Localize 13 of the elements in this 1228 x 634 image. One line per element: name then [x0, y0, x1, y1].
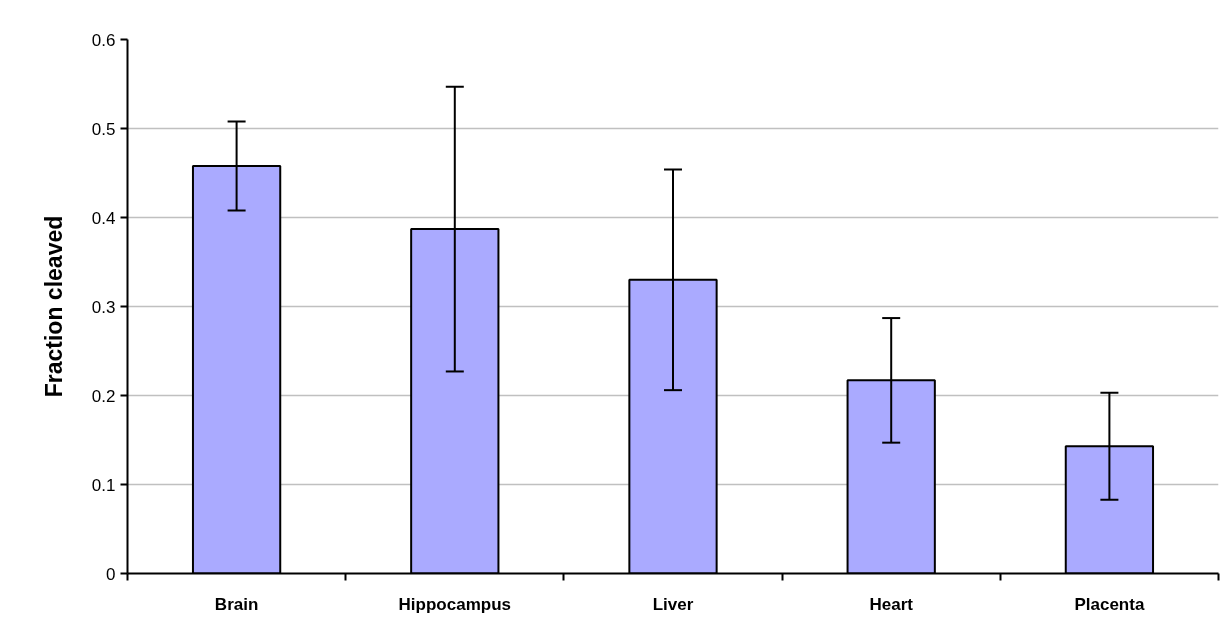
- y-tick-label: 0: [106, 564, 116, 584]
- x-tick-label: Heart: [869, 594, 914, 614]
- x-tick-label: Liver: [652, 594, 694, 614]
- y-axis-title: Fraction cleaved: [40, 215, 67, 398]
- y-tick-label: 0.1: [91, 475, 116, 495]
- x-tick-label: Hippocampus: [398, 594, 512, 614]
- y-tick-label: 0.5: [91, 119, 116, 139]
- y-tick-label: 0.4: [91, 208, 116, 228]
- x-tick-label: Brain: [214, 594, 259, 614]
- y-tick-label: 0.2: [91, 386, 116, 406]
- y-tick-label: 0.3: [91, 297, 116, 317]
- y-tick-label: 0.6: [91, 30, 116, 50]
- x-tick-label: Placenta: [1074, 594, 1145, 614]
